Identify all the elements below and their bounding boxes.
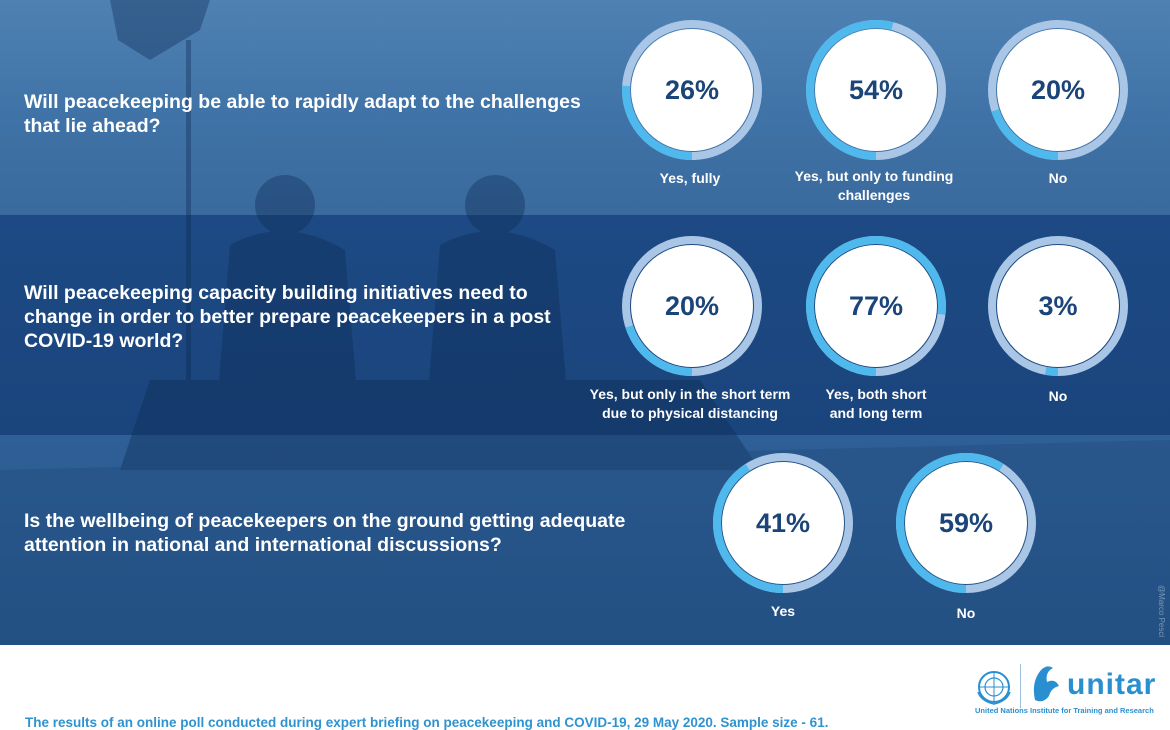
footer: The results of an online poll conducted … [0, 645, 1170, 730]
donut-center [815, 245, 937, 367]
donut-center [997, 245, 1119, 367]
ring-value-arc [988, 236, 1128, 376]
donut-chart: 54% [803, 17, 949, 163]
infographic-panel: Will peacekeeping be able to rapidly ada… [0, 0, 1170, 645]
answer-label: Yes, but only to funding challenges [794, 168, 954, 203]
ring-value-arc [988, 20, 1128, 160]
question-band-1 [0, 0, 1170, 215]
donut-ring [806, 236, 946, 376]
percent-value: 59% [938, 508, 994, 538]
peacekeepers-silhouette-image [0, 0, 1170, 645]
donut-chart: 20% [619, 233, 765, 379]
donut-chart: 41% [710, 450, 856, 596]
answer-label: No [1048, 388, 1068, 404]
ring-value-arc [806, 236, 946, 376]
donut-ring [806, 20, 946, 160]
photo-credit: @Marco Pesci [1157, 585, 1166, 638]
question-3-text: Is the wellbeing of peacekeepers on the … [24, 510, 626, 556]
percent-value: 77% [848, 291, 904, 321]
percent-value: 41% [755, 508, 811, 538]
donut-chart: 59% [893, 450, 1039, 596]
un-emblem-icon [977, 671, 1011, 705]
footnote-text: The results of an online poll conducted … [25, 715, 829, 730]
answer-label: Yes [770, 603, 796, 619]
donut-ring [988, 20, 1128, 160]
donut-chart: 26% [619, 17, 765, 163]
donut-chart: 20% [985, 17, 1131, 163]
question-1-text: Will peacekeeping be able to rapidly ada… [24, 91, 581, 137]
answer-label: Yes, fully [659, 170, 721, 186]
donut-chart: 3% [985, 233, 1131, 379]
ring-value-arc [806, 20, 946, 160]
donut-center [722, 462, 844, 584]
unitar-wordmark: unitar [1067, 668, 1157, 701]
donut-center [631, 245, 753, 367]
percent-value: 20% [1030, 75, 1086, 105]
answer-label: Yes, both short and long term [825, 386, 927, 421]
ring-value-arc [713, 453, 853, 593]
donut-center [905, 462, 1027, 584]
donut-center [631, 29, 753, 151]
percent-value: 26% [664, 75, 720, 105]
ring-value-arc [622, 236, 762, 376]
answer-label: Yes, but only in the short term due to p… [589, 386, 791, 421]
percent-value: 20% [664, 291, 720, 321]
donut-center [997, 29, 1119, 151]
unitar-logo: unitar United Nations Institute for Trai… [975, 660, 1155, 720]
ring-value-arc [622, 20, 762, 160]
donut-chart: 77% [803, 233, 949, 379]
donut-ring [622, 236, 762, 376]
ring-value-arc [896, 453, 1036, 593]
donut-ring [622, 20, 762, 160]
percent-value: 54% [848, 75, 904, 105]
unitar-emblem-icon [1033, 666, 1059, 702]
question-band-2 [0, 215, 1170, 435]
logo-divider [1020, 664, 1021, 708]
donut-ring [713, 453, 853, 593]
question-2-text: Will peacekeeping capacity building init… [24, 282, 551, 352]
answer-label: No [956, 605, 976, 621]
answer-label: No [1048, 170, 1068, 186]
donut-center [815, 29, 937, 151]
donut-ring [988, 236, 1128, 376]
donut-ring [896, 453, 1036, 593]
logo-subtitle: United Nations Institute for Training an… [975, 706, 1154, 715]
percent-value: 3% [1038, 291, 1078, 321]
